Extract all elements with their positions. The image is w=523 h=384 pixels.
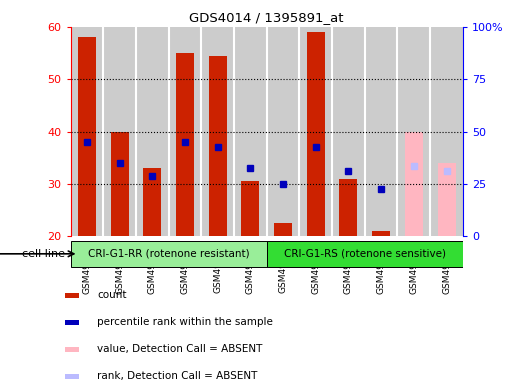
Bar <box>111 131 129 236</box>
Bar <box>168 27 201 236</box>
Bar <box>136 27 168 236</box>
Bar <box>65 320 78 325</box>
Text: count: count <box>97 290 127 300</box>
Bar <box>65 347 78 352</box>
Bar <box>201 27 234 236</box>
Bar <box>176 53 194 236</box>
Text: cell line: cell line <box>22 249 65 260</box>
Bar <box>267 242 463 267</box>
Bar <box>78 37 96 236</box>
Bar <box>242 181 259 236</box>
Bar <box>365 27 397 236</box>
Bar <box>405 131 423 236</box>
Bar <box>104 27 136 236</box>
Title: GDS4014 / 1395891_at: GDS4014 / 1395891_at <box>189 11 344 24</box>
Bar <box>372 231 390 236</box>
Bar <box>397 27 430 236</box>
Text: value, Detection Call = ABSENT: value, Detection Call = ABSENT <box>97 344 263 354</box>
Bar <box>307 32 325 236</box>
Bar <box>209 56 226 236</box>
Bar <box>71 27 104 236</box>
Bar <box>274 223 292 236</box>
Text: percentile rank within the sample: percentile rank within the sample <box>97 317 273 327</box>
Text: rank, Detection Call = ABSENT: rank, Detection Call = ABSENT <box>97 371 257 381</box>
Bar <box>65 374 78 379</box>
Bar <box>332 27 365 236</box>
Bar <box>234 27 267 236</box>
Bar <box>143 168 161 236</box>
Bar <box>339 179 357 236</box>
Bar <box>71 242 267 267</box>
Text: CRI-G1-RR (rotenone resistant): CRI-G1-RR (rotenone resistant) <box>88 249 249 259</box>
Text: CRI-G1-RS (rotenone sensitive): CRI-G1-RS (rotenone sensitive) <box>284 249 446 259</box>
Bar <box>430 27 463 236</box>
Bar <box>438 163 456 236</box>
Bar <box>65 293 78 298</box>
Bar <box>299 27 332 236</box>
Bar <box>267 27 299 236</box>
